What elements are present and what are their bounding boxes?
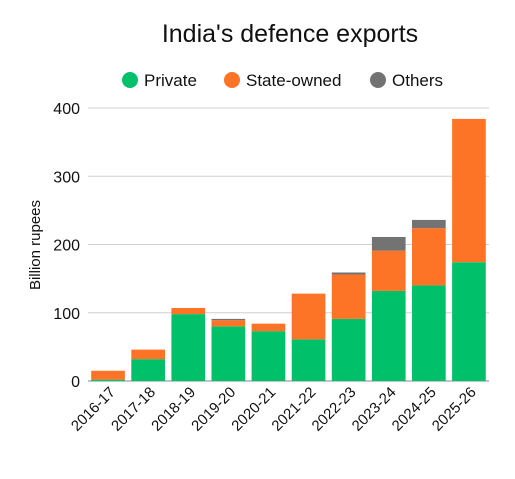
x-tick-labels: 2016-172017-182018-192019-202020-212021-… bbox=[68, 384, 480, 435]
legend-label-state-owned: State-owned bbox=[246, 71, 341, 90]
bar-private-2017-18 bbox=[131, 359, 165, 381]
bar-state-owned-2025-26 bbox=[452, 118, 486, 263]
bar-state-owned-2022-23 bbox=[331, 274, 366, 319]
bar-private-2025-26 bbox=[452, 262, 486, 381]
y-tick-label: 200 bbox=[53, 238, 80, 255]
bar-private-2018-19 bbox=[171, 314, 206, 381]
legend-marker-state-owned bbox=[224, 72, 240, 88]
bars bbox=[91, 118, 486, 381]
y-tick-labels: 0 100 200 300 400 bbox=[53, 101, 80, 391]
bar-private-2020-21 bbox=[251, 331, 286, 381]
bar-state-owned-2016-17 bbox=[91, 370, 125, 380]
y-tick-label: 300 bbox=[53, 169, 80, 186]
chart-title: India's defence exports bbox=[162, 20, 418, 48]
y-tick-label: 0 bbox=[71, 374, 80, 391]
bar-others-2023-24 bbox=[371, 236, 406, 251]
bar-state-owned-2018-19 bbox=[171, 307, 206, 315]
y-tick-label: 400 bbox=[53, 101, 80, 118]
bar-state-owned-2019-20 bbox=[211, 320, 246, 327]
bar-state-owned-2024-25 bbox=[412, 228, 446, 286]
legend: Private State-owned Others bbox=[122, 71, 443, 90]
legend-label-others: Others bbox=[392, 71, 443, 90]
bar-state-owned-2020-21 bbox=[251, 323, 286, 332]
bar-private-2023-24 bbox=[371, 290, 406, 381]
bar-private-2016-17 bbox=[91, 379, 125, 381]
y-tick-label: 100 bbox=[53, 306, 80, 323]
bar-private-2019-20 bbox=[211, 326, 246, 381]
bar-private-2024-25 bbox=[412, 285, 446, 381]
bar-state-owned-2023-24 bbox=[371, 250, 406, 291]
bar-private-2022-23 bbox=[331, 318, 366, 381]
legend-marker-private bbox=[122, 72, 138, 88]
bar-others-2019-20 bbox=[211, 318, 246, 321]
legend-marker-others bbox=[370, 72, 386, 88]
y-axis-label: Billion rupees bbox=[27, 200, 44, 290]
x-tick-label: 2025-26 bbox=[429, 384, 480, 435]
bar-others-2024-25 bbox=[412, 219, 446, 229]
bar-private-2021-22 bbox=[291, 339, 326, 381]
legend-label-private: Private bbox=[144, 71, 197, 90]
bar-others-2022-23 bbox=[331, 272, 366, 275]
bar-state-owned-2017-18 bbox=[131, 349, 165, 360]
bar-state-owned-2021-22 bbox=[291, 293, 326, 340]
